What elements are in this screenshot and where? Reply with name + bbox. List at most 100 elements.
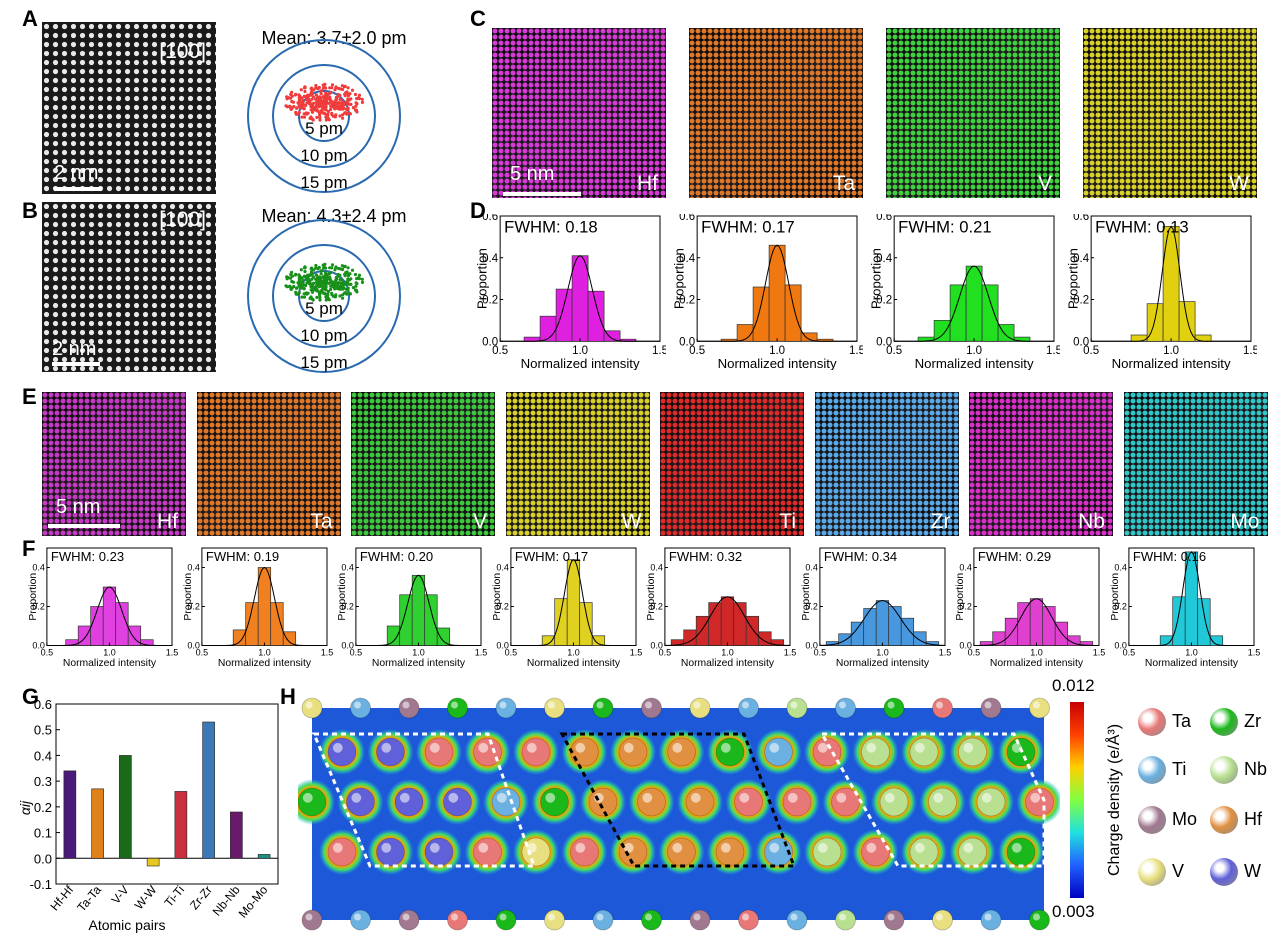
histogram-bar: [603, 330, 621, 342]
displacement-dot: [293, 93, 298, 97]
displacement-dot: [314, 266, 318, 270]
c-map-label-w: W: [1229, 172, 1249, 195]
displacement-dot: [303, 89, 307, 94]
displacement-dot: [311, 275, 315, 279]
panel-label-h: H: [280, 684, 296, 709]
histogram-bar: [1004, 617, 1019, 646]
displacement-dot: [310, 290, 315, 294]
atom-highlight: [548, 913, 555, 921]
fwhm-label: FWHM: 0.20: [360, 549, 433, 564]
displacement-dot: [351, 286, 355, 290]
histogram-bar: [115, 602, 129, 646]
ring-15pm-b: [247, 219, 401, 373]
x-tick-label: 1.0: [1163, 345, 1179, 357]
y-tick-label: 0.4: [187, 563, 200, 573]
atom-nb: [879, 787, 909, 817]
fwhm-label: FWHM: 0.32: [669, 549, 742, 564]
ring-label-15-a: 15 pm: [300, 173, 347, 192]
displacement-dot: [345, 112, 349, 116]
displacement-dot: [360, 280, 365, 284]
legend-label-w: W: [1244, 861, 1261, 881]
displacement-dot: [318, 291, 322, 295]
histogram-bar: [997, 324, 1015, 342]
atom-highlight: [478, 842, 489, 853]
atom-highlight: [884, 792, 895, 803]
y-axis-label: Proportion: [28, 573, 39, 621]
alpha-bar: [257, 854, 271, 859]
atom-highlight: [623, 742, 634, 753]
x-tick-label: 1.5: [629, 648, 641, 658]
y-tick-label: 0.2: [1073, 295, 1089, 307]
legend-label-hf: Hf: [1244, 809, 1262, 829]
histogram-f-ta: 0.5 1.0 1.5 0.0 0.2 0.4 Normalized intensity Pr…: [183, 547, 333, 668]
histogram-bar: [591, 635, 605, 646]
e-map-label-v: V: [472, 510, 487, 533]
e-map-ti: Ti: [660, 392, 804, 536]
displacement-dot: [306, 273, 310, 277]
displacement-dot: [338, 97, 342, 102]
x-tick-label: 0.5: [350, 648, 363, 658]
atom-highlight: [354, 913, 361, 921]
displacement-dot: [284, 104, 288, 108]
atom-ta: [473, 837, 502, 867]
y-tick-label: 0.2: [341, 602, 354, 612]
legend-swatch-nb: [1210, 756, 1238, 784]
y-tick-label: 0.4: [1073, 253, 1090, 265]
y-axis-label: αij: [17, 800, 33, 815]
ring-label-10-b: 10 pm: [300, 326, 347, 345]
atom-hf: [685, 787, 715, 817]
x-axis-label: Normalized intensity: [915, 356, 1034, 370]
histogram-bar: [140, 639, 154, 646]
x-tick-label: 0.5: [504, 648, 517, 658]
scale-bar-a: [54, 187, 102, 191]
atom-nb: [812, 837, 842, 867]
e-map-label-ti: Ti: [779, 510, 796, 533]
atom-highlight: [496, 792, 507, 803]
displacement-dot: [321, 275, 325, 279]
displacement-dot: [326, 289, 330, 294]
displacement-dot: [315, 288, 319, 292]
panel-label-c: C: [470, 6, 486, 31]
atom-w: [394, 787, 424, 817]
displacement-dot: [302, 94, 306, 98]
histogram-bar: [232, 629, 246, 646]
atom-highlight: [742, 701, 749, 709]
displacement-dot: [357, 93, 362, 97]
category-label: Ta-Ta: [74, 883, 104, 915]
displacement-dot: [357, 273, 362, 277]
atom-highlight: [593, 792, 604, 803]
histogram-f-hf: 0.5 1.0 1.5 0.0 0.2 0.4 Normalized intensity Pr…: [28, 547, 178, 668]
y-tick-label: 0.2: [805, 602, 818, 612]
displacement-dot: [318, 295, 322, 299]
e-map-label-zr: Zr: [930, 510, 951, 533]
c-map-ta: Ta: [689, 28, 863, 198]
atom-zr: [641, 909, 662, 931]
legend-label-mo: Mo: [1172, 809, 1198, 829]
displacement-dot: [299, 268, 303, 272]
histogram-bar: [752, 286, 770, 342]
displacement-dot: [294, 106, 299, 110]
fwhm-label: FWHM: 0.18: [504, 218, 597, 237]
displacement-dot: [347, 291, 351, 295]
y-tick-label: 0.2: [679, 295, 695, 307]
displacement-dot: [324, 105, 328, 109]
displacement-dot: [346, 86, 350, 90]
atom-v: [689, 697, 711, 719]
displacement-dot: [308, 93, 312, 97]
displacement-dot: [324, 115, 328, 119]
displacement-dot: [302, 287, 306, 291]
histogram-bar: [1209, 635, 1223, 646]
displacement-dot: [325, 277, 329, 282]
atom-nb: [958, 737, 987, 767]
displacement-dot: [319, 277, 323, 281]
displacement-dot: [345, 108, 350, 112]
histogram-d-hf: 0.5 1.0 1.5 0.0 0.2 0.4 0.6 Normalized intensit…: [476, 214, 666, 370]
atom-highlight: [742, 913, 749, 921]
displacement-dot: [311, 88, 316, 92]
displacement-dot: [350, 88, 355, 92]
atom-ta: [782, 787, 812, 817]
displacement-dot: [308, 273, 312, 277]
ring-label-15-b: 15 pm: [300, 353, 347, 372]
x-tick-label: 0.5: [1122, 648, 1135, 658]
